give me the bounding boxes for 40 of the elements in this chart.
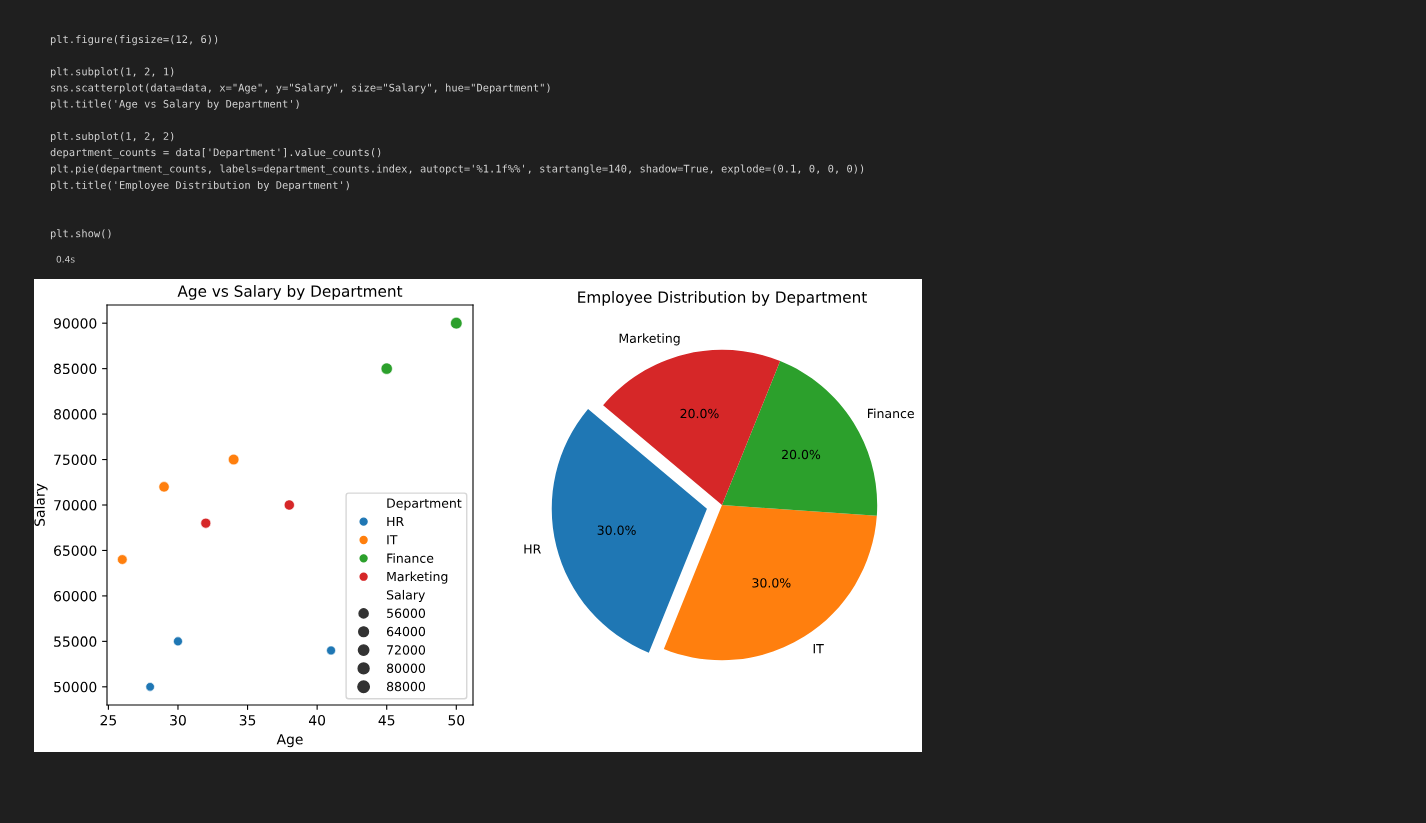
legend-label: 56000	[387, 608, 426, 618]
x-tick-label: 35	[239, 714, 256, 726]
text: 0.4s	[56, 255, 75, 263]
data-label: 20.0%	[680, 408, 719, 419]
y-tick-label: 80000	[54, 409, 97, 420]
legend-label: HR	[387, 516, 404, 527]
text: Salary	[34, 483, 48, 526]
x-tick-label: 50	[448, 714, 465, 726]
legend-label: 64000	[386, 626, 426, 637]
chart-title: Employee Distribution by Department	[578, 291, 867, 306]
data-label: 30.0%	[597, 525, 636, 535]
y-tick-label: 60000	[54, 590, 97, 602]
legend-label: IT	[387, 535, 398, 545]
y-axis-title: Salary	[386, 589, 425, 603]
y-tick-label: 50000	[54, 681, 97, 693]
y-tick-label: 55000	[54, 636, 97, 647]
y-tick-label: 65000	[54, 545, 97, 556]
y-tick-label: 90000	[53, 318, 97, 329]
text: plt.figure(figsize=(12, 6)) plt.subplot(1, 2, 1) sns.scatterplot(data=data, x="Age", y="Salary", size="Salary", hue="Department") plt.title('Age vs Salary by Department') plt.subplot(1, 2, 2) department_counts = data['Department'].value_counts() plt.pie(department_counts, labels=department_counts.index, autopct='%1.1f%%', startangle=140, shadow=True, explode=(0.1, 0, 0, 0)) plt.title('Employee Distribution by Department') plt.show()	[50, 35, 864, 240]
legend-label: 88000	[386, 681, 426, 692]
legend-label: Finance	[387, 553, 434, 563]
legend-label: 72000	[387, 645, 426, 655]
slice-label: HR	[524, 544, 541, 554]
chart-title: Age vs Salary by Department	[177, 285, 403, 300]
legend-label: 80000	[386, 663, 426, 673]
y-tick-label: 85000	[54, 363, 97, 375]
slice-label: Marketing	[619, 333, 680, 346]
x-axis-title: Age	[276, 734, 303, 748]
legend-label: Marketing	[387, 571, 448, 584]
slice-label: Finance	[868, 408, 914, 419]
y-tick-label: 75000	[54, 454, 97, 466]
legend-title: Department	[387, 498, 462, 511]
x-tick-label: 40	[308, 714, 326, 726]
x-tick-label: 25	[100, 714, 117, 726]
data-label: 30.0%	[752, 578, 791, 588]
x-tick-label: 45	[378, 715, 395, 726]
data-label: 20.0%	[782, 449, 821, 460]
slice-label: IT	[813, 644, 824, 654]
y-tick-label: 70000	[54, 499, 97, 511]
x-tick-label: 30	[170, 714, 186, 726]
